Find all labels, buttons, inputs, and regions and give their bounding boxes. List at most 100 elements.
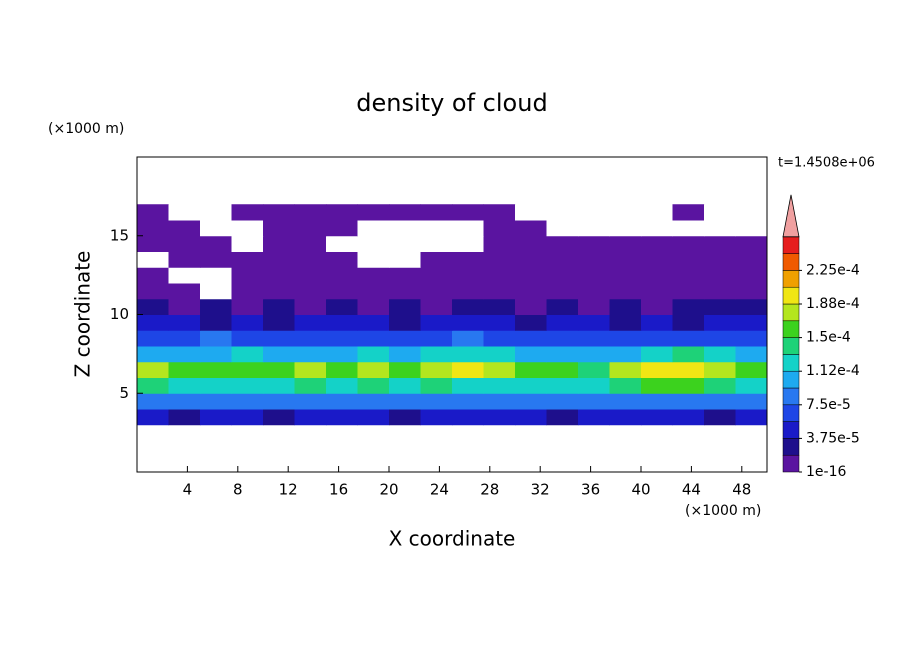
field-cell (452, 251, 484, 268)
field-cell (200, 346, 232, 363)
field-cell (452, 204, 484, 221)
field-cell (137, 220, 169, 237)
field-cell (326, 393, 358, 410)
field-cell (137, 409, 169, 426)
field-cell (578, 251, 610, 268)
field-cell (452, 298, 484, 315)
x-tick-label: 48 (732, 481, 751, 499)
field-cell (546, 283, 579, 300)
field-cell (641, 204, 673, 221)
field-cell (483, 298, 516, 315)
field-cell (231, 346, 264, 363)
colorbar-box (782, 421, 800, 439)
field-cell (294, 330, 327, 347)
field-cell (578, 283, 610, 300)
field-cell (231, 361, 264, 378)
field-cell (231, 251, 264, 268)
field-cell (452, 361, 484, 378)
field-cell (641, 409, 673, 426)
field-cell (326, 361, 358, 378)
field-cell (420, 204, 453, 221)
field-cell (263, 314, 295, 331)
field-cell (704, 409, 736, 426)
x-tick-label: 8 (233, 481, 243, 499)
field-cell (641, 393, 673, 410)
field-cell (578, 204, 610, 221)
field-cell (483, 346, 516, 363)
field-cell (326, 283, 358, 300)
field-cell (200, 251, 232, 268)
field-cell (357, 330, 390, 347)
field-cell (231, 330, 264, 347)
field-cell (515, 220, 547, 237)
field-cell (641, 314, 673, 331)
colorbar-label: 1.12e-4 (806, 363, 860, 379)
field-cell (420, 409, 453, 426)
field-cell (735, 330, 768, 347)
field-cell (578, 361, 610, 378)
field-cell (609, 314, 642, 331)
field-cell (420, 235, 453, 252)
field-cell (515, 283, 547, 300)
field-cell (578, 220, 610, 237)
field-cell (609, 377, 642, 394)
y-unit: (×1000 m) (48, 121, 124, 137)
field-cell (137, 393, 169, 410)
field-cell (326, 346, 358, 363)
field-cell (735, 220, 768, 237)
field-cell (483, 409, 516, 426)
field-cell (578, 314, 610, 331)
field-cell (294, 283, 327, 300)
field-cell (168, 330, 201, 347)
field-cell (263, 377, 295, 394)
field-cell (452, 346, 484, 363)
field-cell (735, 346, 768, 363)
field-cell (546, 267, 579, 284)
field-cell (546, 330, 579, 347)
field-cell (546, 251, 579, 268)
colorbar-box (782, 354, 800, 372)
y-axis-title: Z coordinate (71, 251, 95, 378)
field-cell (389, 204, 421, 221)
field-cell (641, 283, 673, 300)
field-cell (735, 251, 768, 268)
field-cell (609, 298, 642, 315)
field-cell (263, 283, 295, 300)
field-cell (389, 298, 421, 315)
field-cell (546, 377, 579, 394)
colorbar-box (782, 303, 800, 322)
field-cell (735, 267, 768, 284)
field-cell (578, 298, 610, 315)
field-cell (326, 409, 358, 426)
colorbar-box (782, 320, 800, 338)
y-tick-label: 10 (110, 305, 129, 323)
field-cell (326, 377, 358, 394)
field-cell (231, 267, 264, 284)
field-cell (357, 283, 390, 300)
field-cell (168, 220, 201, 237)
field-cell (420, 267, 453, 284)
field-cell (672, 330, 705, 347)
field-cell (389, 220, 421, 237)
field-cell (546, 314, 579, 331)
field-cell (357, 204, 390, 221)
field-cell (609, 346, 642, 363)
field-cell (137, 251, 169, 268)
field-cell (735, 409, 768, 426)
field-cell (137, 298, 169, 315)
field-cell (231, 283, 264, 300)
field-cell (263, 235, 295, 252)
field-cell (578, 377, 610, 394)
field-cell (704, 235, 736, 252)
field-cell (483, 204, 516, 221)
field-cell (168, 346, 201, 363)
x-tick-label: 36 (581, 481, 600, 499)
field-cell (168, 377, 201, 394)
field-cell (546, 346, 579, 363)
field-cell (168, 298, 201, 315)
field-cell (231, 235, 264, 252)
field-cell (326, 267, 358, 284)
field-cell (546, 409, 579, 426)
field-cell (263, 361, 295, 378)
field-cell (326, 251, 358, 268)
